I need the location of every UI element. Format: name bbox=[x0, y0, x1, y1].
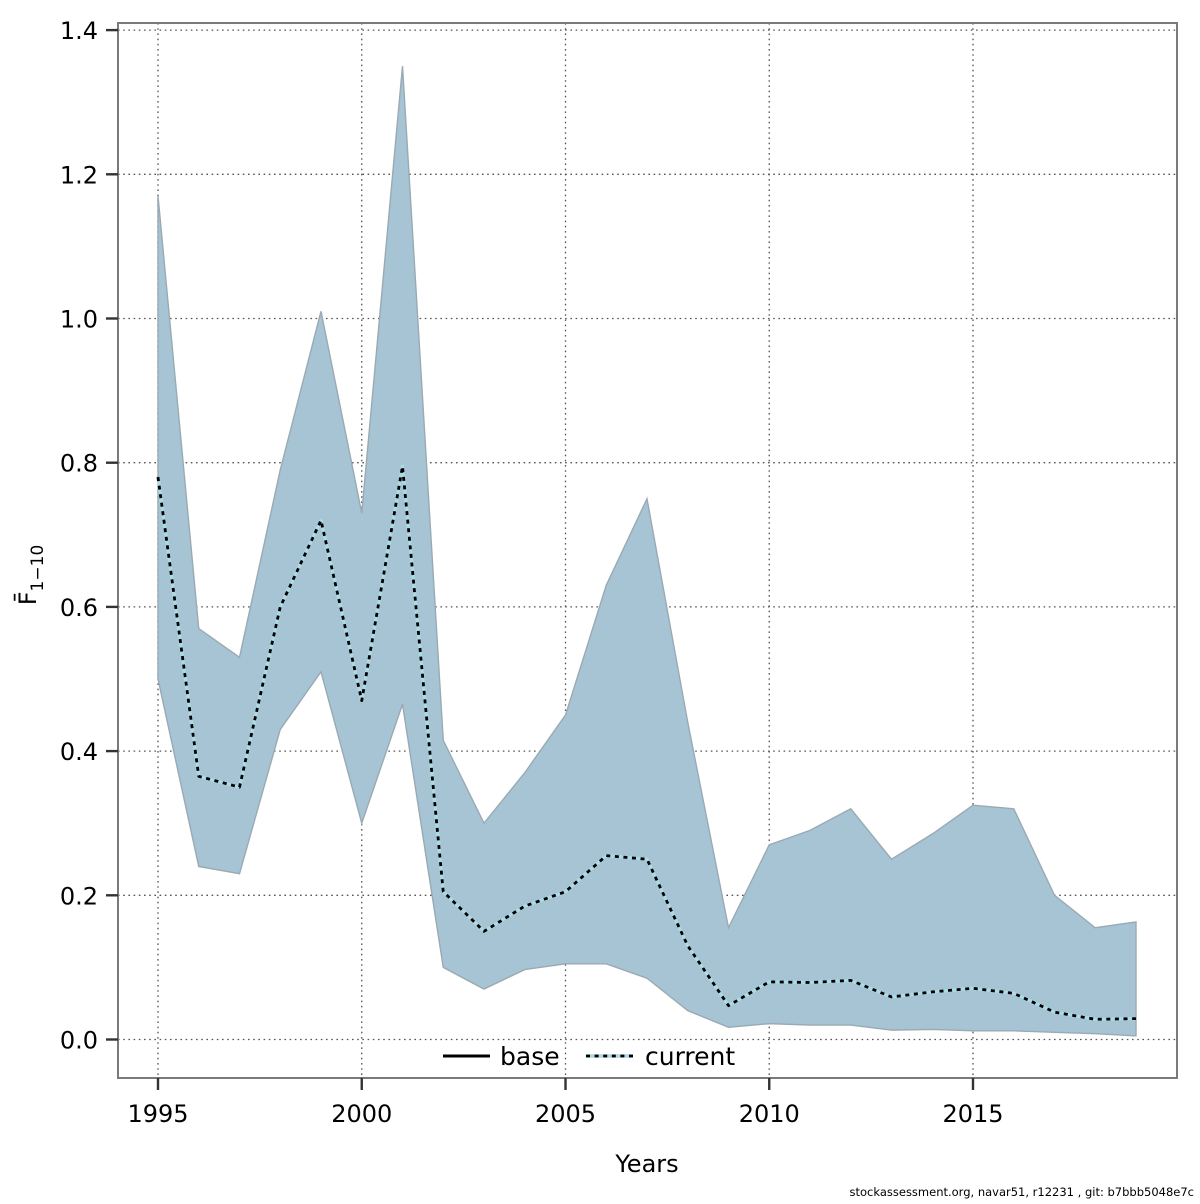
y-tick-label: 0.6 bbox=[60, 594, 98, 622]
confidence-band-layer bbox=[157, 66, 1137, 1037]
x-tick-label: 2005 bbox=[535, 1100, 596, 1128]
confidence-band bbox=[157, 66, 1137, 1037]
y-tick-label: 0.0 bbox=[60, 1027, 98, 1055]
y-axis-title-subscript: 1−10 bbox=[28, 545, 48, 592]
legend-current-label: current bbox=[645, 1042, 735, 1071]
y-axis-title: F̄1−10 bbox=[13, 545, 48, 606]
legend: base current bbox=[443, 1042, 735, 1071]
series-lines-layer bbox=[156, 464, 1137, 1022]
x-tick-label: 2000 bbox=[331, 1100, 392, 1128]
x-tick-label: 1995 bbox=[127, 1100, 188, 1128]
axes-layer bbox=[106, 22, 1178, 1090]
footer-attribution: stockassessment.org, navar51, r12231 , g… bbox=[850, 1185, 1194, 1199]
base-line bbox=[156, 464, 1137, 1022]
y-tick-label: 1.4 bbox=[60, 17, 98, 45]
legend-base-label: base bbox=[500, 1042, 560, 1071]
x-tick-label: 2015 bbox=[942, 1100, 1003, 1128]
y-axis-title-base: F̄ bbox=[13, 591, 42, 605]
tick-labels-layer: 1995 2000 2005 2010 2015 0.0 0.2 0.4 0.6 0.8 1.0 1.… bbox=[60, 17, 1004, 1128]
y-tick-label: 0.2 bbox=[60, 882, 98, 910]
plot-border bbox=[117, 22, 1178, 1079]
y-tick-label: 1.2 bbox=[60, 161, 98, 189]
y-tick-label: 1.0 bbox=[60, 306, 98, 334]
y-tick-label: 0.4 bbox=[60, 738, 98, 766]
x-tick-label: 2010 bbox=[739, 1100, 800, 1128]
x-axis-title: Years bbox=[614, 1150, 678, 1178]
y-tick-label: 0.8 bbox=[60, 450, 98, 478]
